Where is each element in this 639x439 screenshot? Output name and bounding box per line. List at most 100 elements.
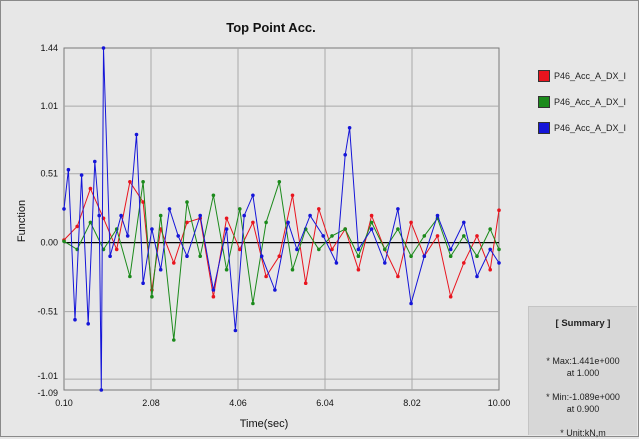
x-tick-label: 6.04 (316, 398, 334, 408)
data-point (185, 220, 189, 225)
x-tick-label: 4.06 (229, 398, 247, 408)
data-point (264, 220, 268, 225)
data-point (330, 234, 334, 238)
data-point (356, 254, 361, 258)
y-tick-label: 0.00 (40, 238, 58, 248)
data-point (321, 234, 326, 238)
data-point (383, 261, 387, 265)
summary-max-at: at 1.000 (566, 368, 600, 378)
legend-swatch-green (538, 96, 550, 108)
data-point (317, 207, 321, 211)
data-point (286, 220, 290, 225)
data-point (66, 167, 71, 172)
data-point (86, 322, 90, 326)
summary-panel: [ Summary ] * Max:1.441e+000 at 1.000 * … (528, 306, 637, 438)
data-point (488, 247, 493, 252)
data-point (277, 254, 282, 258)
data-point (141, 200, 145, 204)
data-point (198, 254, 202, 258)
data-point (251, 220, 255, 225)
data-point (99, 388, 104, 392)
grid-lines (63, 47, 500, 391)
data-point (356, 247, 361, 252)
data-point (334, 261, 339, 265)
data-point (488, 227, 493, 231)
legend-label: P46_Acc_A_DX_I (554, 123, 627, 133)
legend-swatch-blue (538, 122, 550, 134)
data-point (176, 234, 180, 238)
data-point (150, 294, 154, 299)
legend-label: P46_Acc_A_DX_I (554, 71, 627, 81)
data-point (251, 301, 255, 306)
data-point (141, 180, 145, 184)
data-point (141, 281, 145, 286)
data-point (62, 239, 66, 244)
data-point (251, 193, 255, 198)
data-point (462, 220, 466, 225)
summary-unit: * Unit:kN,m (560, 428, 606, 438)
data-point (277, 180, 282, 184)
data-point (224, 267, 229, 272)
data-point (369, 227, 374, 231)
legend-label: P46_Acc_A_DX_I (554, 97, 627, 107)
data-point (211, 193, 216, 198)
data-point (79, 173, 84, 177)
data-point (224, 227, 229, 231)
y-tick-label: 1.01 (40, 101, 58, 111)
series-lines (62, 46, 501, 392)
data-point (114, 247, 119, 252)
summary-min: * Min:-1.089e+000 (546, 392, 620, 402)
data-point (422, 234, 427, 238)
data-point (211, 288, 216, 292)
data-point (290, 267, 295, 272)
data-point (448, 294, 453, 299)
data-point (134, 132, 139, 137)
data-point (211, 294, 216, 299)
chart-title: Top Point Acc. (226, 20, 316, 35)
y-tick-label: -0.51 (37, 307, 58, 317)
data-point (172, 338, 176, 342)
data-point (475, 274, 479, 279)
data-point (150, 227, 154, 231)
data-point (369, 220, 374, 225)
x-tick-label: 0.10 (55, 398, 73, 408)
y-axis-label: Function (16, 200, 28, 242)
data-point (396, 274, 400, 279)
x-tick-label: 10.00 (488, 398, 511, 408)
data-point (435, 213, 440, 218)
series-line-2 (63, 47, 500, 391)
data-point (409, 301, 413, 306)
data-point (308, 213, 312, 218)
data-point (128, 274, 132, 279)
summary-max: * Max:1.441e+000 (546, 356, 620, 366)
data-point (295, 247, 299, 252)
data-point (101, 46, 106, 50)
x-tick-label: 2.08 (142, 398, 160, 408)
data-point (238, 247, 242, 252)
data-point (343, 153, 348, 157)
data-point (108, 254, 112, 258)
data-point (475, 254, 479, 258)
summary-title: [ Summary ] (555, 318, 611, 329)
data-point (233, 328, 238, 333)
data-point (497, 261, 501, 265)
x-axis-label: Time(sec) (240, 418, 288, 430)
data-point (396, 227, 400, 231)
data-point (185, 200, 189, 204)
data-point (356, 267, 361, 272)
data-point (396, 207, 400, 211)
data-point (383, 247, 387, 252)
data-point (497, 247, 501, 252)
data-point (73, 317, 77, 322)
legend: P46_Acc_A_DX_I P46_Acc_A_DX_I P46_Acc_A_… (538, 63, 634, 141)
x-tick-label: 8.02 (403, 398, 421, 408)
data-point (409, 220, 413, 225)
plot-frame (63, 47, 500, 391)
data-point (75, 224, 79, 229)
data-point (330, 247, 334, 252)
legend-item: P46_Acc_A_DX_I (538, 115, 634, 141)
y-tick-label: -1.09 (37, 388, 58, 398)
data-point (303, 281, 308, 286)
data-point (242, 213, 246, 218)
data-point (238, 207, 242, 211)
